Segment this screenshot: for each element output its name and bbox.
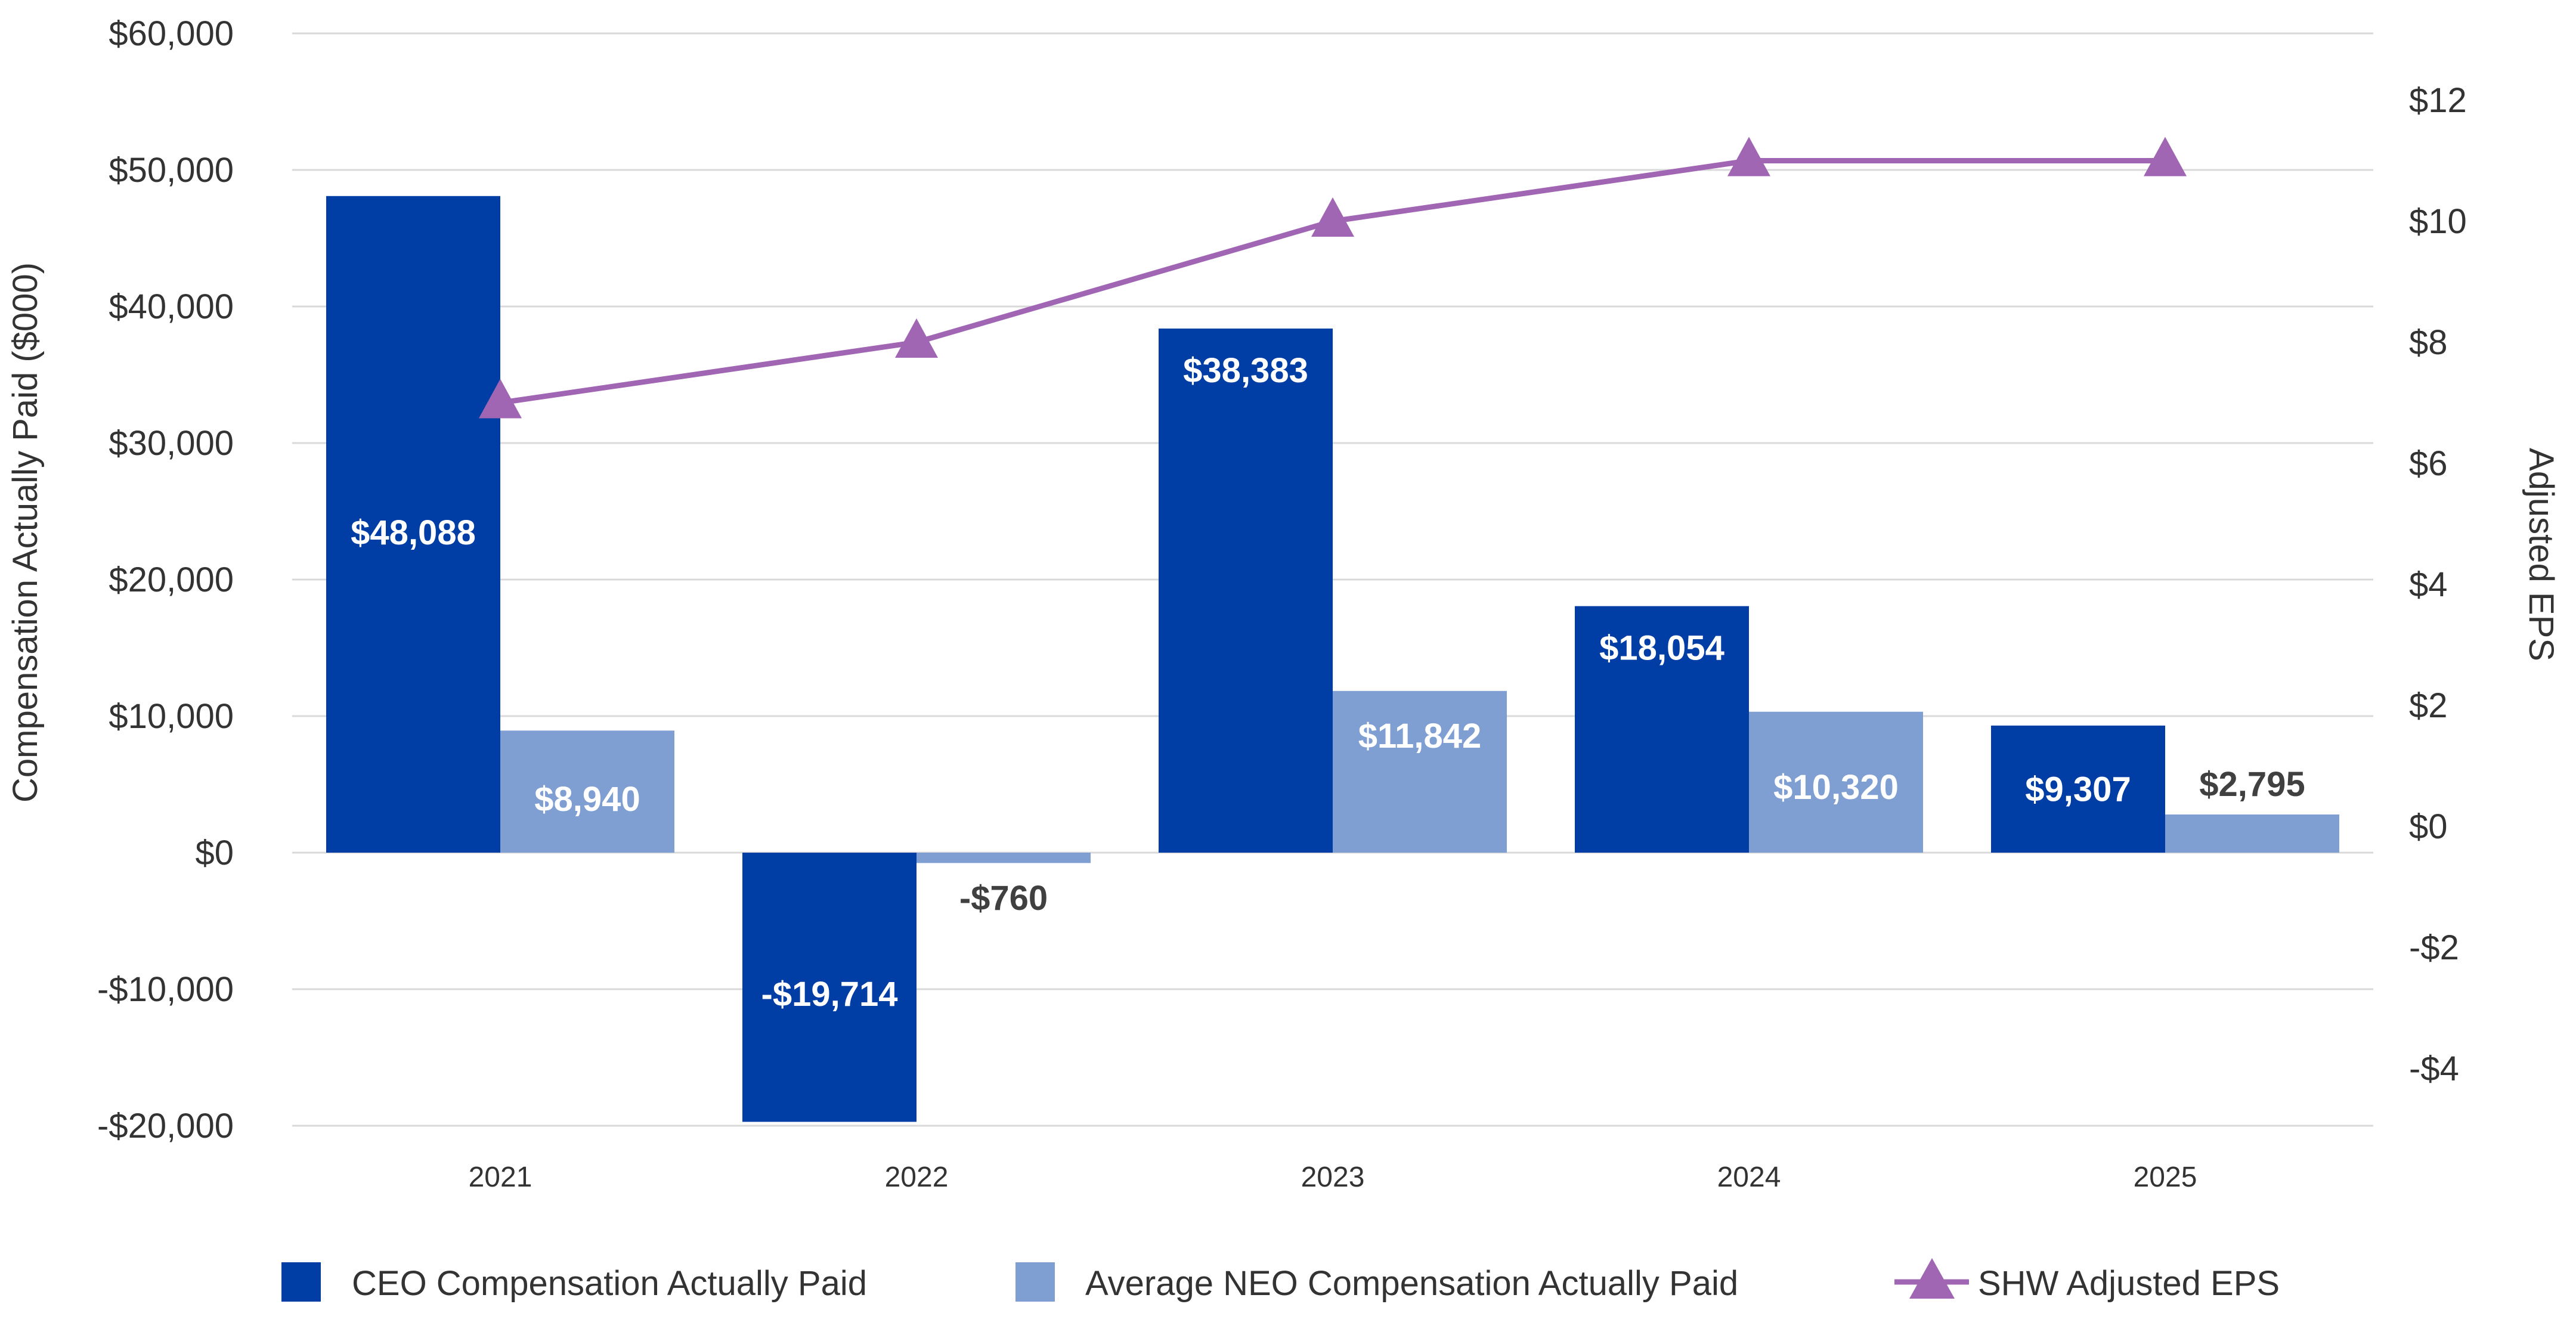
neo-bar-label-2023: $11,842: [1358, 717, 1481, 755]
y2-tick-label: $10: [2409, 202, 2467, 241]
y-tick-label: $0: [195, 834, 234, 872]
eps-point-2022: [895, 318, 938, 358]
ceo-bar-label-2022: -$19,714: [761, 975, 898, 1014]
y-tick-label: $60,000: [109, 14, 234, 53]
bar-data-labels: $48,088 -$19,714 $38,383 $18,054 $9,307 $8,94…: [351, 351, 2305, 1014]
eps-point-2024: [1727, 137, 1770, 176]
legend: CEO Compensation Actually Paid Average N…: [281, 1258, 2280, 1303]
bar-series: [326, 196, 2339, 1122]
left-axis-ticks: -$20,000 -$10,000 $0 $10,000 $20,000 $30,000 $…: [97, 14, 234, 1145]
legend-swatch-ceo: [281, 1262, 321, 1302]
ceo-bar-label-2024: $18,054: [1599, 629, 1724, 668]
y-tick-label: $10,000: [109, 697, 234, 736]
x-axis-ticks: 2021 2022 2023 2024 2025: [469, 1162, 2197, 1193]
right-axis-ticks: -$4 -$2 $0 $2 $4 $6 $8 $10 $12: [2409, 81, 2467, 1088]
x-tick-label: 2024: [1717, 1162, 1781, 1193]
neo-bar-2025: [2165, 814, 2339, 853]
y-tick-label: -$10,000: [97, 970, 234, 1009]
ceo-bar-2025: [1991, 725, 2165, 853]
y2-tick-label: -$4: [2409, 1049, 2459, 1088]
eps-line-series: [479, 137, 2187, 419]
y-tick-label: $40,000: [109, 287, 234, 326]
neo-bar-label-2025: $2,795: [2199, 765, 2305, 804]
x-tick-label: 2025: [2134, 1162, 2197, 1193]
y-tick-label: -$20,000: [97, 1107, 234, 1145]
ceo-bar-2021: [326, 196, 500, 853]
neo-bar-2022: [917, 853, 1091, 863]
eps-point-2023: [1311, 197, 1354, 237]
legend-item-neo: Average NEO Compensation Actually Paid: [1015, 1262, 1738, 1303]
y2-tick-label: $4: [2409, 565, 2448, 604]
neo-bar-label-2022: -$760: [959, 879, 1048, 918]
y2-tick-label: $12: [2409, 81, 2467, 120]
legend-item-ceo: CEO Compensation Actually Paid: [281, 1262, 867, 1303]
y2-tick-label: $0: [2409, 807, 2448, 846]
y-axis-title: Compensation Actually Paid ($000): [6, 262, 45, 803]
legend-label-eps: SHW Adjusted EPS: [1978, 1264, 2280, 1303]
y2-axis-title: Adjusted EPS: [2522, 448, 2560, 661]
legend-label-ceo: CEO Compensation Actually Paid: [352, 1264, 867, 1303]
neo-bar-2023: [1333, 690, 1507, 853]
eps-point-2025: [2144, 137, 2187, 176]
neo-bar-label-2021: $8,940: [534, 780, 640, 819]
ceo-bar-label-2023: $38,383: [1183, 351, 1308, 390]
ceo-bar-2023: [1159, 329, 1333, 853]
legend-item-eps: SHW Adjusted EPS: [1894, 1258, 2280, 1303]
ceo-bar-2024: [1575, 606, 1749, 853]
x-tick-label: 2023: [1301, 1162, 1365, 1193]
legend-swatch-neo: [1015, 1262, 1055, 1302]
y2-tick-label: -$2: [2409, 928, 2459, 967]
ceo-bar-label-2021: $48,088: [351, 513, 476, 552]
x-tick-label: 2021: [469, 1162, 532, 1193]
y-tick-label: $30,000: [109, 424, 234, 463]
y-tick-label: $50,000: [109, 151, 234, 190]
neo-bar-2021: [500, 730, 674, 853]
y2-tick-label: $6: [2409, 444, 2448, 483]
neo-bar-2024: [1749, 711, 1923, 853]
legend-marker-eps: [1909, 1258, 1955, 1299]
y-tick-label: $20,000: [109, 560, 234, 599]
legend-label-neo: Average NEO Compensation Actually Paid: [1085, 1264, 1738, 1303]
y2-tick-label: $2: [2409, 686, 2448, 725]
ceo-bar-2022: [742, 853, 917, 1122]
y2-tick-label: $8: [2409, 323, 2448, 362]
eps-point-2021: [479, 379, 522, 419]
x-tick-label: 2022: [885, 1162, 949, 1193]
neo-bar-label-2024: $10,320: [1773, 768, 1899, 807]
ceo-bar-label-2025: $9,307: [2025, 770, 2131, 809]
